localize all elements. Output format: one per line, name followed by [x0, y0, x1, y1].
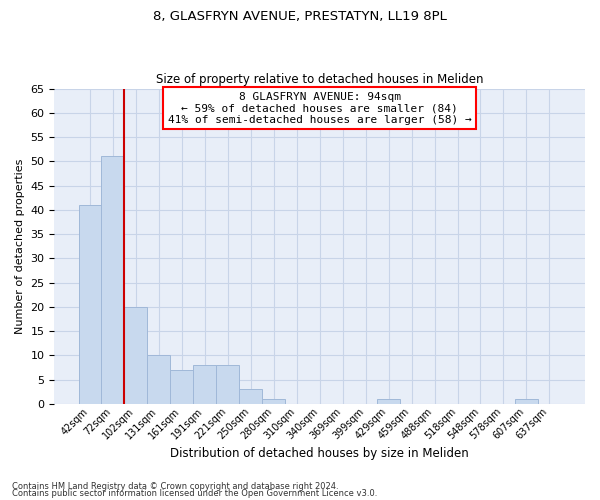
Y-axis label: Number of detached properties: Number of detached properties — [15, 158, 25, 334]
Text: Contains HM Land Registry data © Crown copyright and database right 2024.: Contains HM Land Registry data © Crown c… — [12, 482, 338, 491]
Text: 8, GLASFRYN AVENUE, PRESTATYN, LL19 8PL: 8, GLASFRYN AVENUE, PRESTATYN, LL19 8PL — [153, 10, 447, 23]
Text: Contains public sector information licensed under the Open Government Licence v3: Contains public sector information licen… — [12, 490, 377, 498]
X-axis label: Distribution of detached houses by size in Meliden: Distribution of detached houses by size … — [170, 447, 469, 460]
Text: 8 GLASFRYN AVENUE: 94sqm
← 59% of detached houses are smaller (84)
41% of semi-d: 8 GLASFRYN AVENUE: 94sqm ← 59% of detach… — [168, 92, 472, 125]
Bar — [148, 356, 170, 404]
Bar — [377, 399, 400, 404]
Bar — [515, 399, 538, 404]
Title: Size of property relative to detached houses in Meliden: Size of property relative to detached ho… — [156, 73, 484, 86]
Bar — [239, 389, 262, 404]
Bar — [124, 307, 148, 404]
Bar — [79, 205, 101, 404]
Bar — [262, 399, 285, 404]
Bar — [101, 156, 124, 404]
Bar — [217, 365, 239, 404]
Bar — [193, 365, 217, 404]
Bar — [170, 370, 193, 404]
